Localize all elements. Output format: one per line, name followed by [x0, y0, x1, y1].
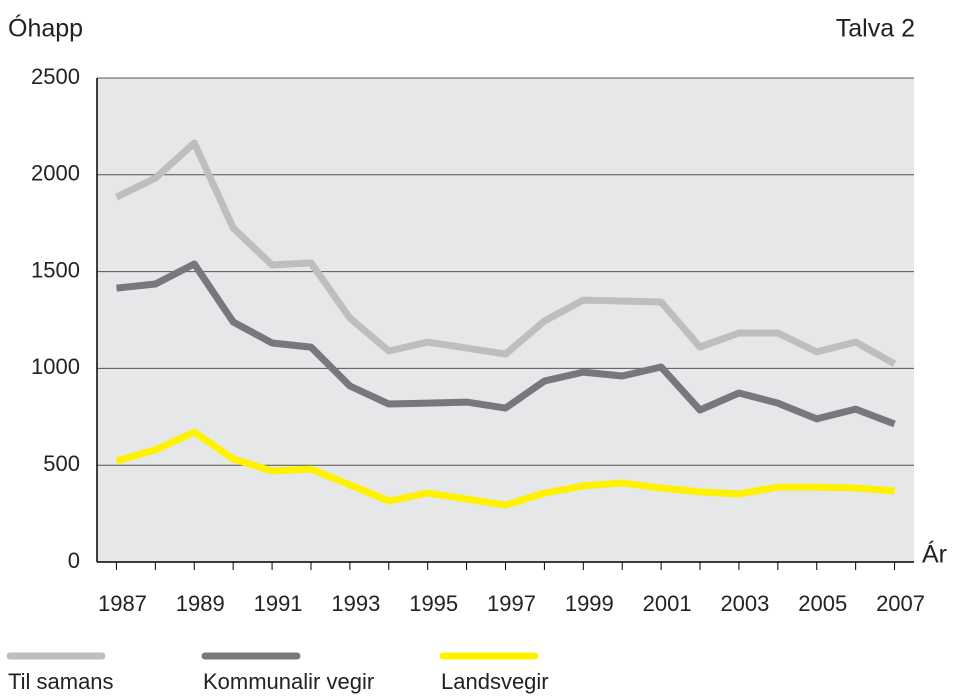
series-line	[115, 428, 895, 509]
series-line	[114, 139, 897, 367]
x-tick-label: 2005	[798, 591, 847, 616]
x-tick-label: 1999	[565, 591, 614, 616]
x-tick-label: 1987	[98, 591, 147, 616]
y-tick-label: 2000	[31, 161, 80, 186]
legend-label: Til samans	[8, 669, 114, 694]
legend-label: Kommunalir vegir	[203, 669, 374, 694]
x-tick-label: 1991	[254, 591, 303, 616]
x-tick-label: 1995	[409, 591, 458, 616]
x-tick-label: 2001	[643, 591, 692, 616]
x-tick-label: 1997	[487, 591, 536, 616]
x-tick-label: 1989	[176, 591, 225, 616]
annotation: Talva 2	[836, 15, 915, 43]
y-tick-label: 1000	[31, 354, 80, 379]
y-tick-label: 500	[43, 451, 80, 476]
x-tick-label: 2007	[876, 591, 925, 616]
y-tick-label: 2500	[31, 64, 80, 89]
series-line	[116, 260, 896, 428]
x-tick-label: 1993	[331, 591, 380, 616]
y-tick-label: 1500	[31, 257, 80, 282]
x-axis-title: Ár	[922, 540, 947, 569]
y-axis-title: Óhapp	[8, 14, 83, 43]
x-tick-label: 2003	[720, 591, 769, 616]
legend-label: Landsvegir	[441, 669, 549, 694]
y-tick-label: 0	[68, 548, 80, 573]
